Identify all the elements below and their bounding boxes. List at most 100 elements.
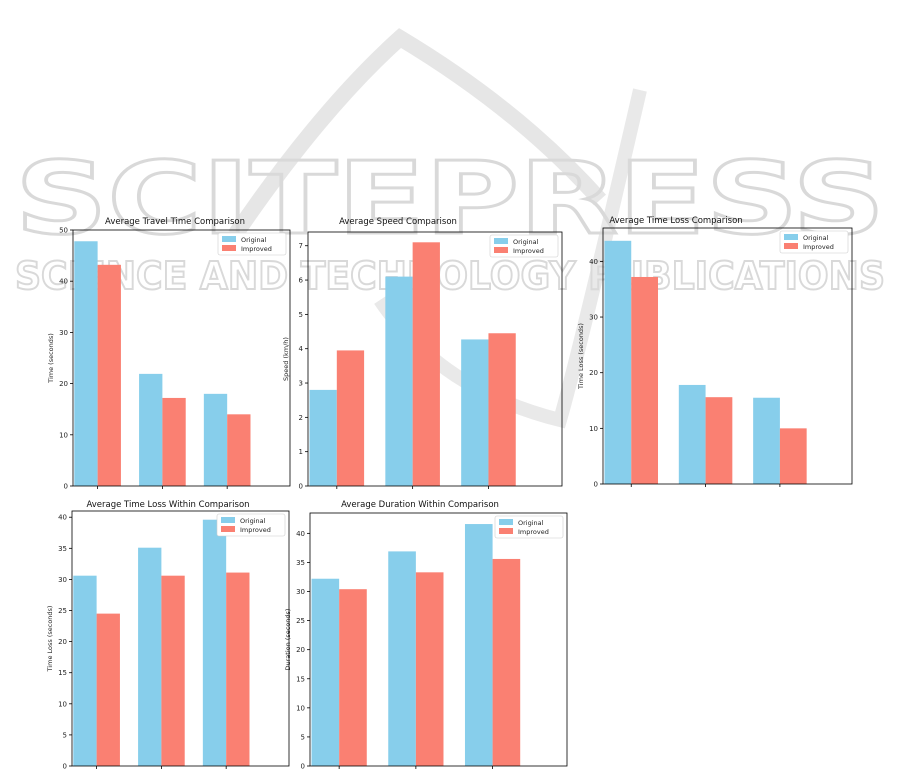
bar-original-1 <box>311 578 340 766</box>
bar-original-2 <box>138 547 162 766</box>
bar-original-1 <box>309 389 337 486</box>
bar-original-2 <box>385 276 413 486</box>
y-tick-label: 30 <box>296 588 305 596</box>
legend-label-original: Original <box>240 517 266 525</box>
bar-original-1 <box>73 575 97 766</box>
bar-original-3 <box>464 524 493 766</box>
watermark-logo-swoosh <box>228 28 606 240</box>
y-tick-label: 0 <box>594 481 598 489</box>
bar-original-3 <box>753 397 780 484</box>
bar-improved-3 <box>492 558 521 766</box>
legend-swatch-improved <box>222 245 236 251</box>
y-tick-label: 10 <box>589 425 598 433</box>
watermark-line1: SCITEPRESS <box>15 140 885 257</box>
y-tick-label: 25 <box>296 617 305 625</box>
legend-label-improved: Improved <box>518 528 549 536</box>
chart-title: Average Travel Time Comparison <box>105 217 245 227</box>
plot-frame <box>72 229 291 487</box>
legend-swatch-improved <box>784 243 798 249</box>
y-tick-label: 35 <box>58 545 67 553</box>
y-tick-label: 10 <box>296 704 305 712</box>
y-tick-label: 40 <box>58 514 67 522</box>
plot-frame <box>602 227 853 485</box>
legend-label-improved: Improved <box>240 526 271 534</box>
legend-label-improved: Improved <box>241 245 272 253</box>
bar-original-2 <box>139 373 163 486</box>
bar-improved-1 <box>96 613 120 766</box>
chart-title: Average Time Loss Comparison <box>609 216 742 226</box>
y-tick-label: 3 <box>299 380 303 388</box>
bar-improved-1 <box>336 350 365 486</box>
y-tick-label: 30 <box>589 314 598 322</box>
bar-improved-3 <box>226 572 250 766</box>
plot-frame <box>309 512 568 767</box>
y-tick-label: 5 <box>63 731 67 739</box>
legend-label-original: Original <box>513 238 539 246</box>
y-tick-label: 25 <box>58 607 67 615</box>
legend-swatch-original <box>221 517 235 523</box>
y-tick-label: 5 <box>301 733 305 741</box>
y-tick-label: 20 <box>589 369 598 377</box>
y-tick-label: 6 <box>299 277 304 285</box>
bar-improved-3 <box>227 414 251 486</box>
bar-original-2 <box>678 384 706 484</box>
y-tick-label: 20 <box>59 380 68 388</box>
bar-improved-2 <box>705 397 733 484</box>
y-axis-label: Speed (km/h) <box>282 337 290 381</box>
legend-swatch-original <box>499 519 513 525</box>
y-tick-label: 0 <box>301 763 305 771</box>
bar-improved-2 <box>162 397 186 486</box>
y-tick-label: 7 <box>299 242 303 250</box>
y-axis-label: Time Loss (seconds) <box>46 606 54 673</box>
bar-original-3 <box>461 339 489 486</box>
legend-label-improved: Improved <box>803 243 834 251</box>
legend-label-original: Original <box>518 519 544 527</box>
chart-title: Average Duration Within Comparison <box>341 500 499 510</box>
bar-improved-3 <box>488 333 516 486</box>
y-tick-label: 40 <box>296 530 305 538</box>
y-tick-label: 30 <box>59 329 68 337</box>
y-tick-label: 40 <box>59 278 68 286</box>
plot-frame <box>71 510 290 767</box>
legend-swatch-original <box>222 236 236 242</box>
bar-improved-1 <box>631 276 659 484</box>
bar-improved-2 <box>161 575 185 766</box>
y-tick-label: 10 <box>59 431 68 439</box>
y-tick-label: 40 <box>589 258 598 266</box>
watermark-line2: SCIENCE AND TECHNOLOGY PUBLICATIONS <box>15 254 885 298</box>
legend-swatch-improved <box>494 247 508 253</box>
bar-original-1 <box>74 241 98 486</box>
bar-original-3 <box>202 519 227 766</box>
y-tick-label: 2 <box>299 414 303 422</box>
y-tick-label: 30 <box>58 576 67 584</box>
bar-original-2 <box>388 551 416 766</box>
y-tick-label: 20 <box>58 638 67 646</box>
bar-original-3 <box>203 393 228 486</box>
bar-improved-2 <box>412 242 440 486</box>
chart-title: Average Time Loss Within Comparison <box>86 500 249 510</box>
legend-swatch-improved <box>499 528 513 534</box>
legend-label-original: Original <box>803 234 829 242</box>
y-tick-label: 0 <box>63 763 67 771</box>
bar-improved-3 <box>779 428 807 484</box>
y-tick-label: 5 <box>299 311 303 319</box>
y-axis-label: Time (seconds) <box>47 333 55 384</box>
chart-title: Average Speed Comparison <box>339 217 457 227</box>
bar-improved-1 <box>97 264 121 486</box>
y-tick-label: 0 <box>299 483 303 491</box>
y-tick-label: 20 <box>296 646 305 654</box>
legend-swatch-original <box>784 234 798 240</box>
y-tick-label: 0 <box>64 483 68 491</box>
bar-improved-2 <box>415 572 444 766</box>
bar-improved-1 <box>339 589 367 766</box>
y-axis-label: Time Loss (seconds) <box>577 323 585 390</box>
bar-original-1 <box>604 240 632 484</box>
y-tick-label: 10 <box>58 700 67 708</box>
plot-frame <box>307 231 563 487</box>
y-tick-label: 15 <box>296 675 305 683</box>
